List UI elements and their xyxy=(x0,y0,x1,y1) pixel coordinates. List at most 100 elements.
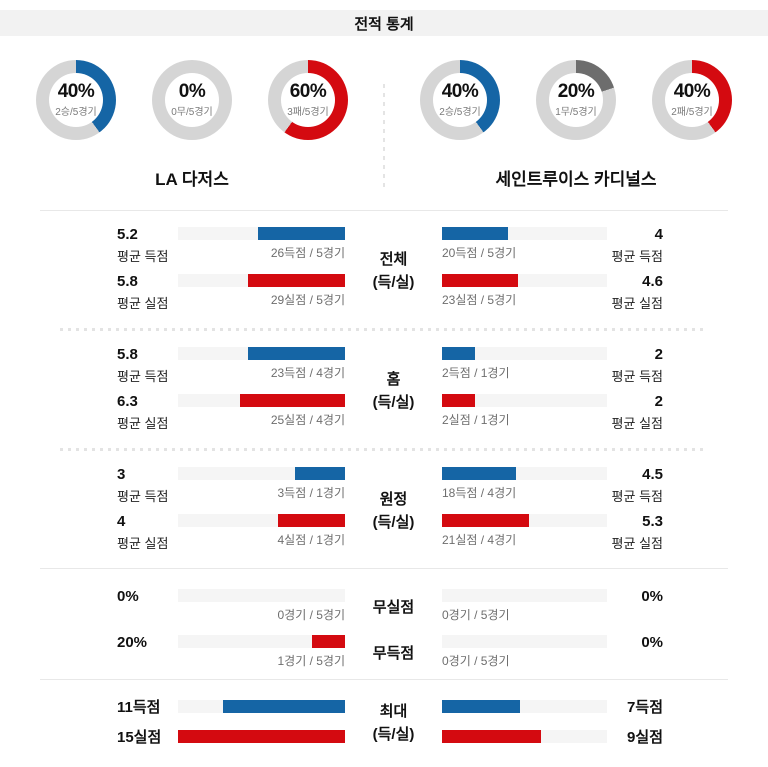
stat-value: 5.2 xyxy=(117,226,138,243)
bar-detail: 23득점 / 4경기 xyxy=(270,366,345,380)
stats-section-max: 11득점 최대 (득/실) 7득점 15실점 9실점 xyxy=(0,680,768,767)
stat-value: 4 xyxy=(117,513,126,530)
bar-detail: 0경기 / 5경기 xyxy=(442,654,510,668)
away-stat: 2 평균 실점 xyxy=(607,394,768,432)
bar-fill xyxy=(239,394,345,407)
bar-fill xyxy=(442,700,520,713)
donut-percent: 40% xyxy=(441,81,479,102)
center-line2: (득/실) xyxy=(372,725,415,743)
bar-detail: 26득점 / 5경기 xyxy=(270,246,345,260)
home-stat: 4 평균 실점 xyxy=(0,514,178,552)
bar-detail: 0경기 / 5경기 xyxy=(277,608,345,622)
stat-value: 4.6 xyxy=(642,273,663,290)
away-donut-group: 40% 2승/5경기 20% 1무/5경기 40% 2패/5경기 xyxy=(384,60,768,140)
home-bar: 1경기 / 5경기 xyxy=(178,635,345,669)
stat-label: 평균 득점 xyxy=(611,489,663,504)
donut-detail: 3패/5경기 xyxy=(287,107,329,118)
center-line2: (득/실) xyxy=(372,273,415,291)
bar-fill xyxy=(442,730,541,743)
center-label: 무실점 xyxy=(372,598,415,616)
bar-track xyxy=(178,467,345,480)
bar-detail: 20득점 / 5경기 xyxy=(442,246,517,260)
bar-track xyxy=(178,274,345,287)
stat-value: 3 xyxy=(117,466,126,483)
page-title: 전적 통계 xyxy=(354,15,414,33)
donut-percent: 40% xyxy=(57,81,95,102)
home-loss-donut: 60% 3패/5경기 xyxy=(268,60,348,140)
stat-label: 평균 득점 xyxy=(117,489,169,504)
away-stat: 4 평균 득점 xyxy=(607,227,768,265)
stat-label: 평균 실점 xyxy=(611,296,663,311)
stat-label: 평균 득점 xyxy=(117,249,169,264)
away-stat: 2 평균 득점 xyxy=(607,347,768,385)
bar-track xyxy=(442,467,607,480)
donut-detail: 1무/5경기 xyxy=(555,107,597,118)
record-summary: 40% 2승/5경기 0% 0무/5경기 60% 3패/5경기 xyxy=(0,60,768,192)
match-stats-panel: 전적 통계 40% 2승/5경기 0% 0무/5경기 xyxy=(0,10,768,767)
away-stat: 7득점 xyxy=(627,699,663,716)
bar-fill xyxy=(248,274,345,287)
stat-value: 4 xyxy=(654,226,663,243)
away-bar: 0경기 / 5경기 xyxy=(442,589,607,623)
bar-fill xyxy=(278,514,345,527)
bar-track xyxy=(178,730,345,743)
stats-section-home: 5.8 평균 득점 23득점 / 4경기 홈 (득/실) 2득점 / 1경기 2… xyxy=(0,331,768,448)
away-bar: 18득점 / 4경기 xyxy=(442,467,607,505)
home-bar: 4실점 / 1경기 xyxy=(178,514,345,552)
home-bar: 0경기 / 5경기 xyxy=(178,589,345,623)
center-line1: 원정 xyxy=(379,490,408,508)
bar-fill xyxy=(223,700,345,713)
stat-value: 5.8 xyxy=(117,346,138,363)
away-stat: 9실점 xyxy=(627,729,663,746)
bar-fill xyxy=(178,730,345,743)
center-line1: 홈 xyxy=(386,370,401,388)
bar-track xyxy=(442,730,607,743)
bar-detail: 1경기 / 5경기 xyxy=(277,654,345,668)
home-stat: 11득점 xyxy=(117,699,161,716)
bar-detail: 2득점 / 1경기 xyxy=(442,366,510,380)
away-bar: 2득점 / 1경기 xyxy=(442,347,607,385)
separator xyxy=(60,448,708,451)
stat-label: 평균 득점 xyxy=(117,369,169,384)
bar-track xyxy=(178,394,345,407)
stats-section-shutout: 0% 0경기 / 5경기 무실점 0경기 / 5경기 0% 20% 1경기 / … xyxy=(0,569,768,679)
center-line2: (득/실) xyxy=(372,513,415,531)
bar-track xyxy=(442,227,607,240)
stat-label: 평균 실점 xyxy=(611,536,663,551)
bar-detail: 2실점 / 1경기 xyxy=(442,413,510,427)
stat-value: 6.3 xyxy=(117,393,138,410)
bar-track xyxy=(442,347,607,360)
bar-fill xyxy=(311,635,345,648)
away-win-donut: 40% 2승/5경기 xyxy=(420,60,500,140)
stat-value: 0% xyxy=(641,634,663,651)
away-bar xyxy=(442,726,607,747)
bar-detail: 18득점 / 4경기 xyxy=(442,486,517,500)
away-stat: 0% xyxy=(607,589,768,623)
bar-fill xyxy=(442,394,475,407)
away-bar: 23실점 / 5경기 xyxy=(442,274,607,312)
home-stat: 3 평균 득점 xyxy=(0,467,178,505)
home-stat: 5.8 평균 득점 xyxy=(0,347,178,385)
bar-track xyxy=(178,514,345,527)
stat-label: 평균 득점 xyxy=(611,369,663,384)
stat-value: 4.5 xyxy=(642,466,663,483)
home-bar xyxy=(178,726,345,747)
home-bar: 3득점 / 1경기 xyxy=(178,467,345,505)
home-donut-group: 40% 2승/5경기 0% 0무/5경기 60% 3패/5경기 xyxy=(0,60,384,140)
home-team-name: LA 다저스 xyxy=(155,170,229,189)
stats-section-overall: 5.2 평균 득점 26득점 / 5경기 전체 (득/실) 20득점 / 5경기… xyxy=(0,211,768,328)
stats-section-away: 3 평균 득점 3득점 / 1경기 원정 (득/실) 18득점 / 4경기 4.… xyxy=(0,451,768,568)
donut-detail: 0무/5경기 xyxy=(171,107,213,118)
stat-value: 2 xyxy=(654,346,663,363)
bar-fill xyxy=(258,227,345,240)
center-label: 홈 (득/실) xyxy=(345,347,442,432)
donut-detail: 2승/5경기 xyxy=(55,107,97,118)
stat-label: 평균 실점 xyxy=(117,536,169,551)
bar-track xyxy=(178,347,345,360)
bar-detail: 25실점 / 4경기 xyxy=(270,413,345,427)
bar-track xyxy=(442,394,607,407)
donut-center: 40% 2패/5경기 xyxy=(665,73,719,127)
stat-label: 평균 실점 xyxy=(117,416,169,431)
donut-center: 60% 3패/5경기 xyxy=(281,73,335,127)
bar-track xyxy=(442,514,607,527)
